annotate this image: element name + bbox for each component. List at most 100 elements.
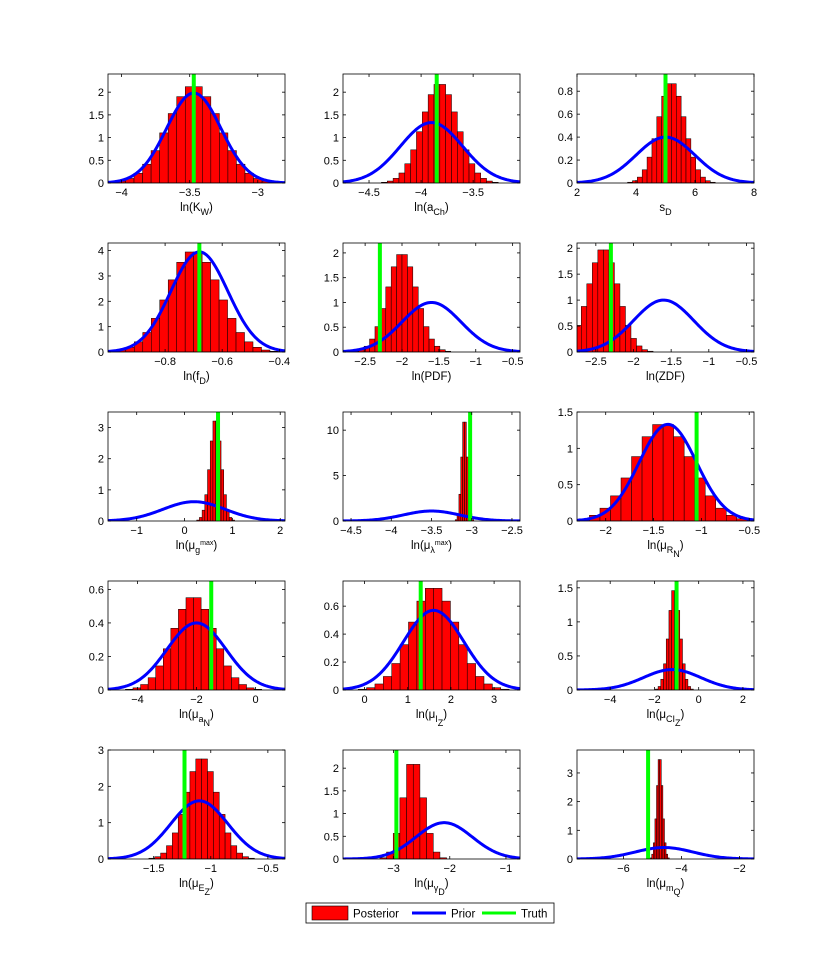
y-tick-label: 5 — [333, 471, 339, 483]
y-tick-label: 0 — [567, 516, 573, 528]
posterior-bar — [685, 138, 692, 183]
posterior-bar — [637, 176, 643, 183]
posterior-bar — [458, 493, 462, 521]
y-tick-label: 1 — [567, 825, 573, 837]
posterior-bar — [423, 326, 430, 352]
axes-box — [342, 749, 521, 860]
y-tick-label: 1 — [98, 322, 104, 334]
posterior-bar — [404, 163, 411, 183]
x-tick-label: 2 — [277, 525, 283, 537]
x-tick-label: −3 — [251, 187, 264, 199]
posterior-bar — [244, 341, 254, 352]
posterior-bar — [652, 424, 664, 521]
x-tick-label: −6 — [617, 863, 630, 875]
prior-curve — [108, 250, 285, 352]
x-tick-label: 0 — [181, 525, 187, 537]
posterior-bar — [155, 665, 164, 690]
x-tick-label: 2 — [740, 694, 746, 706]
y-tick-label: 0 — [98, 178, 104, 190]
y-tick-label: 2 — [333, 763, 339, 775]
y-tick-label: 0.2 — [324, 657, 339, 669]
posterior-bar — [236, 852, 243, 859]
posterior-bar — [475, 676, 485, 690]
prior-curve — [577, 846, 754, 859]
x-tick-label: −4 — [415, 187, 428, 199]
x-tick-label: −2 — [443, 863, 456, 875]
prior-curve — [108, 91, 285, 183]
y-tick-label: 0 — [567, 347, 573, 359]
x-tick-label: −0.5 — [502, 356, 524, 368]
x-tick-label: −1 — [695, 525, 708, 537]
posterior-bar — [213, 791, 220, 859]
y-tick-label: 2 — [333, 87, 339, 99]
subplot: −2 −1.5 −1 −0.5 0 0.5 1 1.5 ln(μRN) — [558, 407, 760, 559]
y-tick-label: 0.5 — [324, 831, 339, 843]
x-tick-label: −0.8 — [154, 356, 176, 368]
y-tick-label: 3 — [98, 745, 104, 757]
plot-area — [108, 581, 285, 690]
posterior-bar — [673, 436, 685, 521]
posterior-bar — [147, 677, 156, 690]
prior-curve — [577, 668, 754, 690]
y-tick-label: 1.5 — [324, 110, 339, 122]
posterior-bar — [231, 677, 240, 690]
x-axis-label: ln(μRN) — [647, 540, 683, 559]
x-axis-label: sD — [659, 202, 672, 217]
posterior-bar — [700, 176, 706, 183]
y-tick-label: 2 — [98, 296, 104, 308]
x-tick-label: 2 — [448, 694, 454, 706]
x-tick-label: −0.4 — [268, 356, 290, 368]
x-axis-label: ln(μλmax) — [411, 540, 452, 555]
axes-box — [576, 411, 755, 522]
x-tick-label: −1 — [703, 356, 716, 368]
axes-box — [576, 749, 755, 860]
y-tick-label: 1 — [567, 295, 573, 307]
x-tick-label: −4 — [115, 187, 128, 199]
y-tick-label: 0.5 — [558, 480, 573, 492]
y-tick-label: 1 — [333, 297, 339, 309]
posterior-bar — [178, 609, 187, 690]
y-tick-label: 3 — [98, 271, 104, 283]
y-tick-label: 0 — [98, 516, 104, 528]
subplot: −1 0 1 2 0 1 2 3 ln(μgmax) — [98, 411, 286, 555]
posterior-bar — [140, 684, 149, 690]
legend: Posterior Prior Truth — [305, 902, 555, 924]
prior-curve — [343, 300, 520, 352]
subplot: −1.5 −1 −0.5 0 1 2 3 ln(μEZ) — [98, 745, 286, 897]
y-tick-label: 1.5 — [558, 269, 573, 281]
prior-curve — [577, 298, 754, 352]
posterior-bar — [662, 818, 665, 859]
axes-box — [342, 73, 521, 184]
y-tick-label: 1.5 — [324, 786, 339, 798]
posterior-bar — [433, 851, 441, 859]
y-tick-label: 1.5 — [324, 273, 339, 285]
posterior-bar — [680, 116, 687, 183]
y-tick-label: 0.6 — [324, 601, 339, 613]
y-tick-label: 0 — [333, 347, 339, 359]
x-axis-label: ln(KW) — [180, 202, 213, 217]
x-tick-label: −3.5 — [421, 525, 443, 537]
posterior-bar — [412, 764, 421, 859]
x-tick-label: −2 — [648, 694, 661, 706]
posterior-bar — [630, 338, 637, 352]
posterior-bar — [426, 833, 434, 859]
posterior-bar — [434, 345, 441, 352]
x-tick-label: −1 — [500, 863, 513, 875]
y-tick-label: 2 — [567, 243, 573, 255]
legend-truth-label: Truth — [521, 909, 547, 921]
y-tick-label: 3 — [567, 768, 573, 780]
x-axis-label: ln(μmQ) — [647, 878, 685, 897]
y-tick-label: 2 — [98, 454, 104, 466]
x-tick-label: −1.5 — [143, 863, 165, 875]
posterior-bar — [416, 131, 423, 183]
plot-area — [577, 412, 754, 521]
posterior-bar — [201, 509, 206, 521]
posterior-bar — [559, 350, 565, 352]
posterior-bar — [641, 349, 648, 352]
x-tick-label: 1 — [229, 525, 235, 537]
x-tick-label: 1 — [405, 694, 411, 706]
posterior-bar — [207, 469, 211, 521]
x-tick-label: −2 — [599, 525, 612, 537]
posterior-bar — [398, 172, 406, 183]
y-tick-label: 0.4 — [558, 132, 573, 144]
